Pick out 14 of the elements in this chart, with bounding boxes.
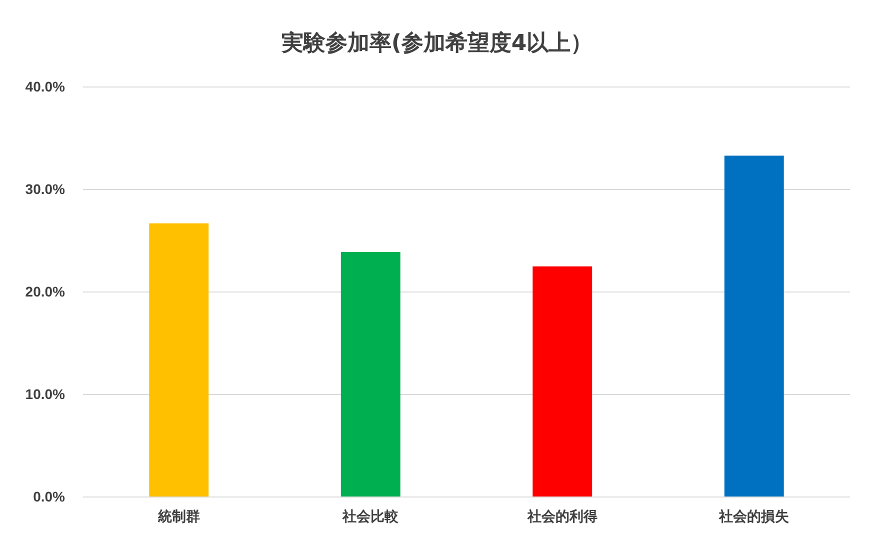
chart-title: 実験参加率(参加希望度4以上）	[280, 30, 593, 56]
x-tick-label: 社会的損失	[718, 508, 790, 524]
bar	[532, 266, 592, 497]
x-tick-label: 社会比較	[342, 508, 400, 524]
y-tick-label: 10.0%	[25, 386, 66, 402]
y-tick-label: 30.0%	[25, 180, 66, 197]
y-tick-label: 40.0%	[25, 78, 66, 94]
bar	[724, 156, 784, 497]
x-tick-label: 社会的利得	[526, 508, 598, 524]
bar	[149, 223, 209, 497]
x-tick-label: 統制群	[156, 508, 200, 524]
y-tick-label: 0.0%	[33, 488, 66, 504]
bar	[340, 252, 400, 497]
y-tick-label: 20.0%	[25, 283, 66, 300]
